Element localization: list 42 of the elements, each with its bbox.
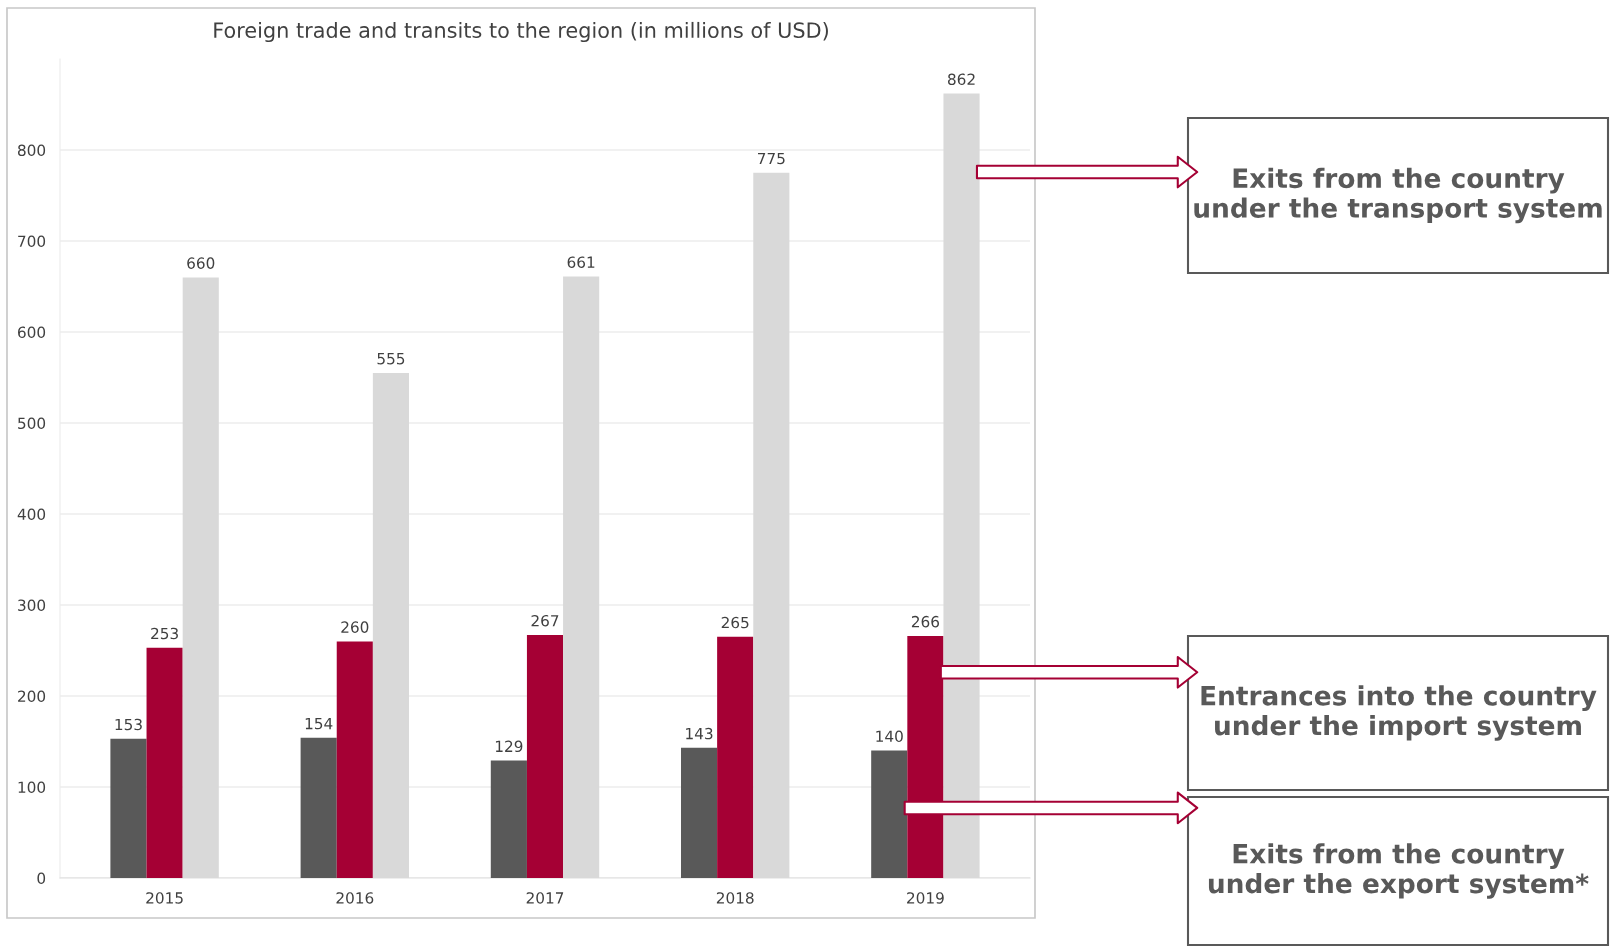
y-tick-label: 500 bbox=[18, 417, 46, 430]
bar bbox=[680, 747, 718, 878]
data-label: 862 bbox=[947, 73, 975, 86]
y-tick-label: 0 bbox=[37, 872, 46, 885]
y-tick-label: 400 bbox=[17, 508, 46, 521]
y-tick-label: 200 bbox=[18, 690, 46, 703]
y-tick-label: 800 bbox=[17, 144, 46, 157]
data-label: 154 bbox=[305, 717, 333, 730]
x-tick-label: 2016 bbox=[336, 892, 374, 904]
x-tick-label: 2018 bbox=[716, 892, 754, 904]
text: Exits from the country under the export system* bbox=[1208, 843, 1589, 899]
y-tick-label: 600 bbox=[18, 326, 46, 339]
data-label: 660 bbox=[187, 257, 215, 269]
text: Entrances into the country under the import system bbox=[1201, 685, 1597, 741]
data-label: 266 bbox=[911, 615, 940, 628]
data-label: 555 bbox=[377, 353, 405, 365]
bar bbox=[146, 647, 183, 878]
data-label: 129 bbox=[495, 740, 523, 753]
data-label: 661 bbox=[567, 256, 595, 268]
x-tick-label: 2019 bbox=[907, 892, 944, 904]
bar bbox=[300, 737, 337, 878]
x-tick-label: 2017 bbox=[526, 892, 564, 904]
y-tick-label: 700 bbox=[18, 235, 46, 248]
data-label: 140 bbox=[876, 730, 903, 743]
data-label: 143 bbox=[686, 727, 713, 740]
data-label: 265 bbox=[721, 616, 749, 629]
bar bbox=[490, 760, 527, 878]
bar bbox=[526, 635, 564, 878]
bar bbox=[871, 750, 908, 878]
data-label: 153 bbox=[115, 718, 142, 731]
data-label: 267 bbox=[531, 614, 559, 627]
y-tick-label: 300 bbox=[18, 599, 46, 612]
bar bbox=[110, 738, 147, 878]
bar bbox=[336, 641, 373, 878]
data-label: 260 bbox=[341, 621, 369, 633]
y-tick-label: 100 bbox=[18, 781, 46, 794]
chart-title: Foreign trade and transits to the region (in millions of USD) bbox=[214, 21, 828, 43]
bar bbox=[717, 636, 754, 878]
x-tick-label: 2015 bbox=[146, 892, 183, 904]
data-label: 775 bbox=[758, 152, 785, 165]
data-label: 253 bbox=[151, 627, 178, 640]
text: Exits from the country under the transport system bbox=[1194, 167, 1602, 224]
